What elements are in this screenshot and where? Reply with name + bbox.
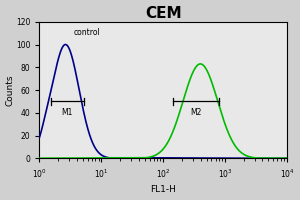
Text: M2: M2 <box>190 108 201 117</box>
Y-axis label: Counts: Counts <box>6 74 15 106</box>
Text: M1: M1 <box>61 108 73 117</box>
X-axis label: FL1-H: FL1-H <box>150 185 176 194</box>
Text: control: control <box>74 28 100 37</box>
Title: CEM: CEM <box>145 6 182 21</box>
